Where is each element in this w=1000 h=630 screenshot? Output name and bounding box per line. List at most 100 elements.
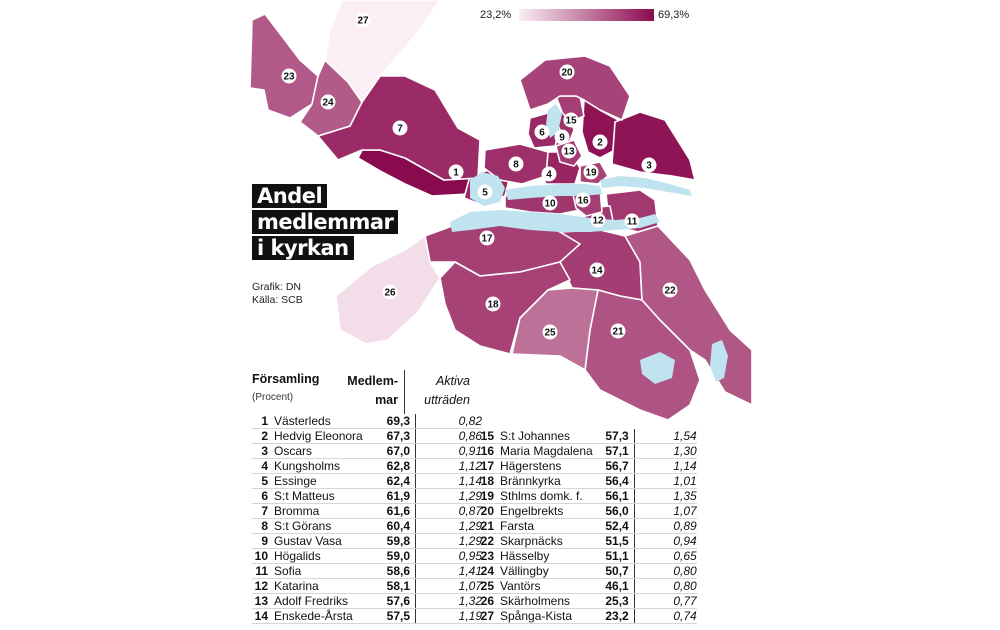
region-number: 13 bbox=[563, 147, 575, 158]
region-label-badge bbox=[561, 143, 577, 159]
header-active-line-2: utträden bbox=[424, 393, 470, 407]
row-name: Vällingby bbox=[496, 563, 593, 579]
row-active: 0,86 bbox=[415, 428, 482, 444]
region-number: 11 bbox=[627, 217, 638, 228]
parish-table-right: 15 S:t Johannes 57,3 1,54 16 Maria Magdalena 5… bbox=[478, 429, 697, 624]
row-name: Brännkyrka bbox=[496, 473, 593, 489]
row-active: 1,54 bbox=[634, 429, 697, 444]
row-name: Västerleds bbox=[270, 414, 380, 429]
region-label-badge bbox=[541, 166, 557, 182]
row-name: S:t Görans bbox=[270, 518, 380, 534]
row-members: 56,1 bbox=[592, 488, 635, 504]
region-number: 15 bbox=[565, 116, 577, 127]
title-line-2: medlemmar bbox=[252, 210, 399, 234]
region-label-badge bbox=[320, 94, 336, 110]
region-number: 6 bbox=[539, 128, 545, 139]
row-active: 0,77 bbox=[634, 593, 697, 609]
region-label-badge bbox=[479, 230, 495, 246]
table-header: Församling (Procent) Medlem-mar Aktiva ut… bbox=[252, 370, 477, 416]
table-row: 17 Hägerstens 56,7 1,14 bbox=[478, 458, 697, 474]
region-number: 5 bbox=[482, 188, 488, 199]
row-name: Hägerstens bbox=[496, 458, 593, 474]
table-row: 25 Vantörs 46,1 0,80 bbox=[478, 578, 697, 594]
table-row: 7 Bromma 61,6 0,87 bbox=[252, 503, 482, 519]
header-active: Aktiva utträden bbox=[402, 372, 470, 410]
row-number: 27 bbox=[478, 608, 496, 624]
table-row: 24 Vällingby 50,7 0,80 bbox=[478, 563, 697, 579]
region-label-badge bbox=[448, 164, 464, 180]
water-brunnsviken bbox=[546, 104, 562, 138]
row-number: 17 bbox=[478, 458, 496, 474]
row-number: 9 bbox=[252, 533, 270, 549]
row-active: 0,80 bbox=[634, 563, 697, 579]
map-title: Andel medlemmar i kyrkan bbox=[252, 184, 399, 262]
row-active: 1,41 bbox=[415, 563, 482, 579]
row-active: 0,82 bbox=[415, 414, 482, 429]
region-number: 23 bbox=[283, 72, 295, 83]
row-name: Farsta bbox=[496, 518, 593, 534]
row-name: S:t Johannes bbox=[496, 429, 593, 444]
row-members: 62,4 bbox=[380, 473, 416, 489]
legend-min-label: 23,2% bbox=[480, 9, 512, 21]
row-name: Sthlms domk. f. bbox=[496, 488, 593, 504]
region-number: 27 bbox=[357, 16, 369, 27]
region-3 bbox=[611, 111, 696, 181]
table-row: 16 Maria Magdalena 57,1 1,30 bbox=[478, 443, 697, 459]
row-active: 0,80 bbox=[634, 578, 697, 594]
region-number: 7 bbox=[397, 124, 403, 135]
row-members: 67,3 bbox=[380, 428, 416, 444]
row-active: 1,12 bbox=[415, 458, 482, 474]
header-members: Medlem-mar bbox=[338, 372, 398, 410]
water-bodies bbox=[450, 104, 728, 384]
region-number: 22 bbox=[664, 286, 676, 297]
region-label-badge bbox=[392, 120, 408, 136]
region-number: 8 bbox=[513, 160, 519, 171]
row-members: 57,1 bbox=[592, 443, 635, 459]
region-label-badge bbox=[508, 156, 524, 172]
region-label-badge bbox=[583, 164, 599, 180]
row-active: 1,19 bbox=[415, 608, 482, 624]
row-active: 0,74 bbox=[634, 608, 697, 624]
title-line-1: Andel bbox=[252, 184, 328, 208]
row-number: 11 bbox=[252, 563, 270, 579]
row-members: 67,0 bbox=[380, 443, 416, 459]
row-active: 1,32 bbox=[415, 593, 482, 609]
row-active: 1,29 bbox=[415, 533, 482, 549]
row-name: Hässelby bbox=[496, 548, 593, 564]
region-number: 20 bbox=[561, 68, 573, 79]
table-row: 6 S:t Matteus 61,9 1,29 bbox=[252, 488, 482, 504]
region-label-badge bbox=[534, 124, 550, 140]
row-active: 1,07 bbox=[415, 578, 482, 594]
region-number: 16 bbox=[577, 196, 589, 207]
row-members: 61,9 bbox=[380, 488, 416, 504]
row-active: 0,89 bbox=[634, 518, 697, 534]
row-number: 3 bbox=[252, 443, 270, 459]
row-members: 69,3 bbox=[380, 414, 416, 429]
row-name: Maria Magdalena bbox=[496, 443, 593, 459]
region-27 bbox=[324, 0, 441, 103]
water-lake-south-2 bbox=[710, 340, 728, 382]
header-members-line-2: mar bbox=[375, 393, 398, 407]
region-number: 4 bbox=[546, 170, 552, 181]
row-active: 0,95 bbox=[415, 548, 482, 564]
table-row: 21 Farsta 52,4 0,89 bbox=[478, 518, 697, 534]
row-name: Katarina bbox=[270, 578, 380, 594]
row-members: 58,1 bbox=[380, 578, 416, 594]
region-number: 25 bbox=[544, 328, 556, 339]
row-active: 0,91 bbox=[415, 443, 482, 459]
row-name: Oscars bbox=[270, 443, 380, 459]
row-name: Vantörs bbox=[496, 578, 593, 594]
row-members: 50,7 bbox=[592, 563, 635, 579]
table-row: 15 S:t Johannes 57,3 1,54 bbox=[478, 429, 697, 444]
region-number: 19 bbox=[585, 168, 597, 179]
row-active: 0,65 bbox=[634, 548, 697, 564]
row-name: Högalids bbox=[270, 548, 380, 564]
region-label-badge bbox=[662, 282, 678, 298]
region-label-badge bbox=[592, 134, 608, 150]
row-members: 58,6 bbox=[380, 563, 416, 579]
row-number: 20 bbox=[478, 503, 496, 519]
row-members: 57,3 bbox=[592, 429, 635, 444]
table-row: 3 Oscars 67,0 0,91 bbox=[252, 443, 482, 459]
row-number: 26 bbox=[478, 593, 496, 609]
